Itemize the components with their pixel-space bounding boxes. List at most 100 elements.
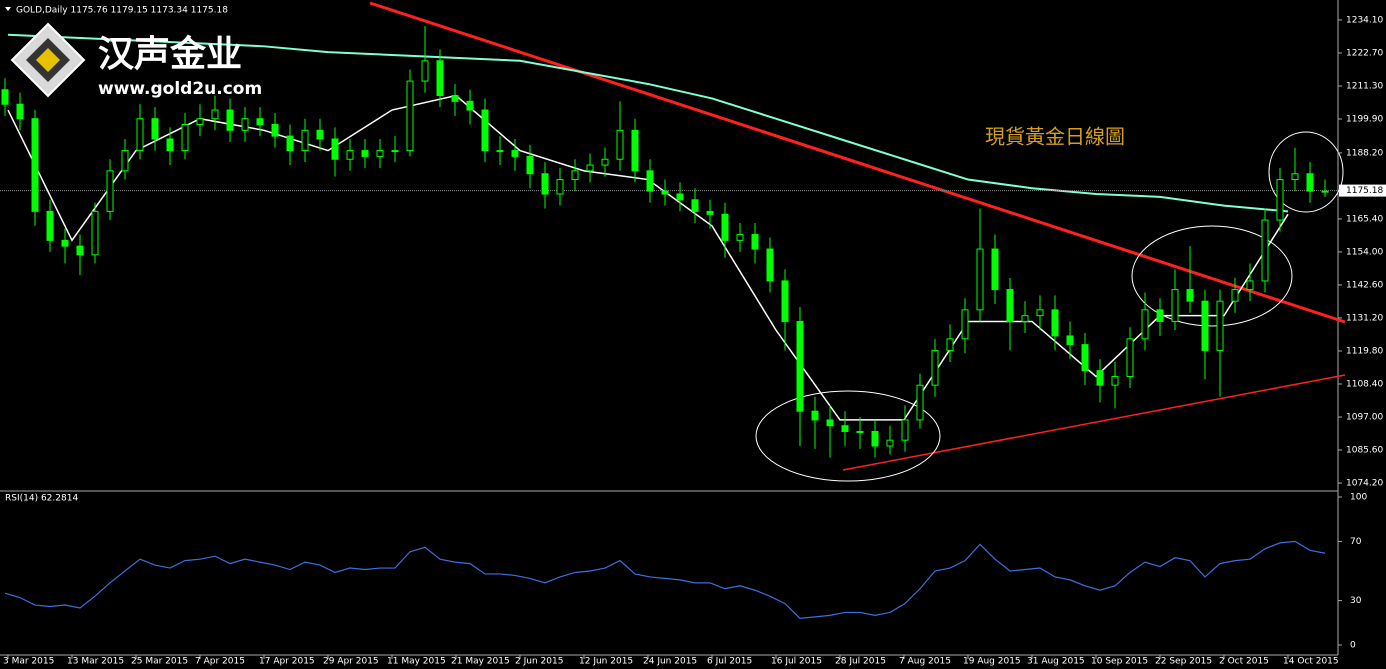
candle-body	[436, 60, 444, 97]
candle-body	[721, 213, 729, 241]
candle-body	[541, 173, 549, 195]
candle-body	[1261, 219, 1269, 282]
x-tick-label: 16 Jul 2015	[771, 657, 822, 667]
x-tick-label: 6 Jul 2015	[707, 657, 752, 667]
candle-body	[961, 309, 969, 340]
candle-body	[1126, 338, 1134, 377]
candle-body	[421, 60, 429, 82]
candle-body	[826, 419, 834, 427]
candle-body	[1006, 289, 1014, 322]
candle-body	[1186, 289, 1194, 302]
candle-body	[1306, 173, 1314, 192]
candle-body	[361, 150, 369, 157]
x-tick-label: 10 Sep 2015	[1091, 657, 1148, 667]
y-tick-label: 100	[1350, 493, 1367, 503]
x-tick-label: 12 Jun 2015	[579, 657, 633, 667]
candle-body	[631, 129, 639, 172]
x-tick-label: 31 Aug 2015	[1027, 657, 1085, 667]
candle-body	[391, 150, 399, 153]
candle-body	[76, 245, 84, 256]
x-tick-label: 25 Mar 2015	[131, 657, 188, 667]
annotation: 現貨黃金日線圖	[985, 125, 1125, 149]
candle-body	[556, 179, 564, 195]
candle-body	[166, 138, 174, 152]
rsi-title: RSI(14) 62.2814	[5, 494, 78, 504]
candle-body	[211, 109, 219, 120]
x-tick-label: 11 May 2015	[387, 657, 446, 667]
logo-url: www.gold2u.com	[98, 79, 262, 99]
candle-body	[226, 109, 234, 131]
candle-body	[376, 150, 384, 157]
x-tick-label: 17 Apr 2015	[259, 657, 315, 667]
candle-body	[1081, 344, 1089, 372]
y-tick-label: 1222.70	[1346, 48, 1383, 58]
candle-body	[841, 425, 849, 432]
candle-body	[331, 138, 339, 160]
candle-body	[1171, 289, 1179, 322]
y-tick-label: 1119.80	[1346, 346, 1383, 356]
candle-body	[766, 248, 774, 282]
candle-body	[466, 100, 474, 111]
y-tick-label: 1188.20	[1346, 148, 1383, 158]
candle-body	[181, 124, 189, 152]
candle-body	[1141, 309, 1149, 340]
candle-body	[346, 150, 354, 160]
last-price-label: 1175.18	[1346, 186, 1383, 196]
trendline	[842, 374, 1346, 471]
y-tick-label: 1097.00	[1346, 413, 1383, 423]
x-tick-label: 13 Mar 2015	[67, 657, 124, 667]
highlight-ellipse	[1131, 225, 1293, 327]
candle-body	[571, 170, 579, 181]
candle-body	[1111, 375, 1119, 386]
moving-average	[7, 33, 1289, 213]
candle-body	[976, 248, 984, 311]
x-tick-label: 7 Aug 2015	[899, 657, 951, 667]
candle-body	[1276, 179, 1284, 221]
y-tick-label: 1211.30	[1346, 81, 1383, 91]
candle-body	[31, 118, 39, 212]
candle-body	[811, 410, 819, 421]
candle-body	[511, 150, 519, 157]
candle-body	[991, 248, 999, 291]
candle-body	[856, 430, 864, 433]
candle-body	[1051, 309, 1059, 337]
x-tick-label: 24 Jun 2015	[643, 657, 697, 667]
candle-body	[796, 320, 804, 412]
y-tick-label: 1085.60	[1346, 446, 1383, 456]
x-tick-label: 14 Oct 2015	[1283, 657, 1339, 667]
candle-body	[46, 210, 54, 241]
candle-body	[451, 95, 459, 102]
candle-body	[1246, 280, 1254, 291]
candle-body	[496, 150, 504, 153]
candle-body	[1021, 315, 1029, 322]
candle-body	[1231, 289, 1239, 302]
candle-body	[1066, 335, 1074, 346]
candle-body	[1, 89, 9, 105]
candle-body	[646, 170, 654, 192]
candle-body	[586, 164, 594, 172]
y-tick-label: 1074.20	[1346, 479, 1383, 489]
candle-body	[676, 193, 684, 201]
y-tick-label: 1131.20	[1346, 313, 1383, 323]
y-tick-label: 1165.40	[1346, 214, 1383, 224]
x-tick-label: 3 Mar 2015	[3, 657, 54, 667]
candle-body	[271, 124, 279, 137]
candle-body	[16, 103, 24, 120]
candle-body	[1156, 309, 1164, 322]
candle-body	[151, 118, 159, 140]
candle-body	[781, 280, 789, 322]
candle-body	[121, 150, 129, 172]
candle-body	[871, 430, 879, 447]
highlight-ellipse	[1268, 131, 1344, 213]
x-tick-label: 2 Oct 2015	[1219, 657, 1269, 667]
y-tick-label: 1108.40	[1346, 380, 1383, 390]
x-tick-label: 22 Sep 2015	[1155, 657, 1212, 667]
candle-body	[241, 118, 249, 131]
candle-body	[1291, 173, 1299, 181]
candle-body	[661, 190, 669, 195]
candle-body	[481, 109, 489, 152]
x-tick-label: 7 Apr 2015	[195, 657, 245, 667]
trendline	[369, 1, 1346, 324]
candle-body	[196, 118, 204, 126]
